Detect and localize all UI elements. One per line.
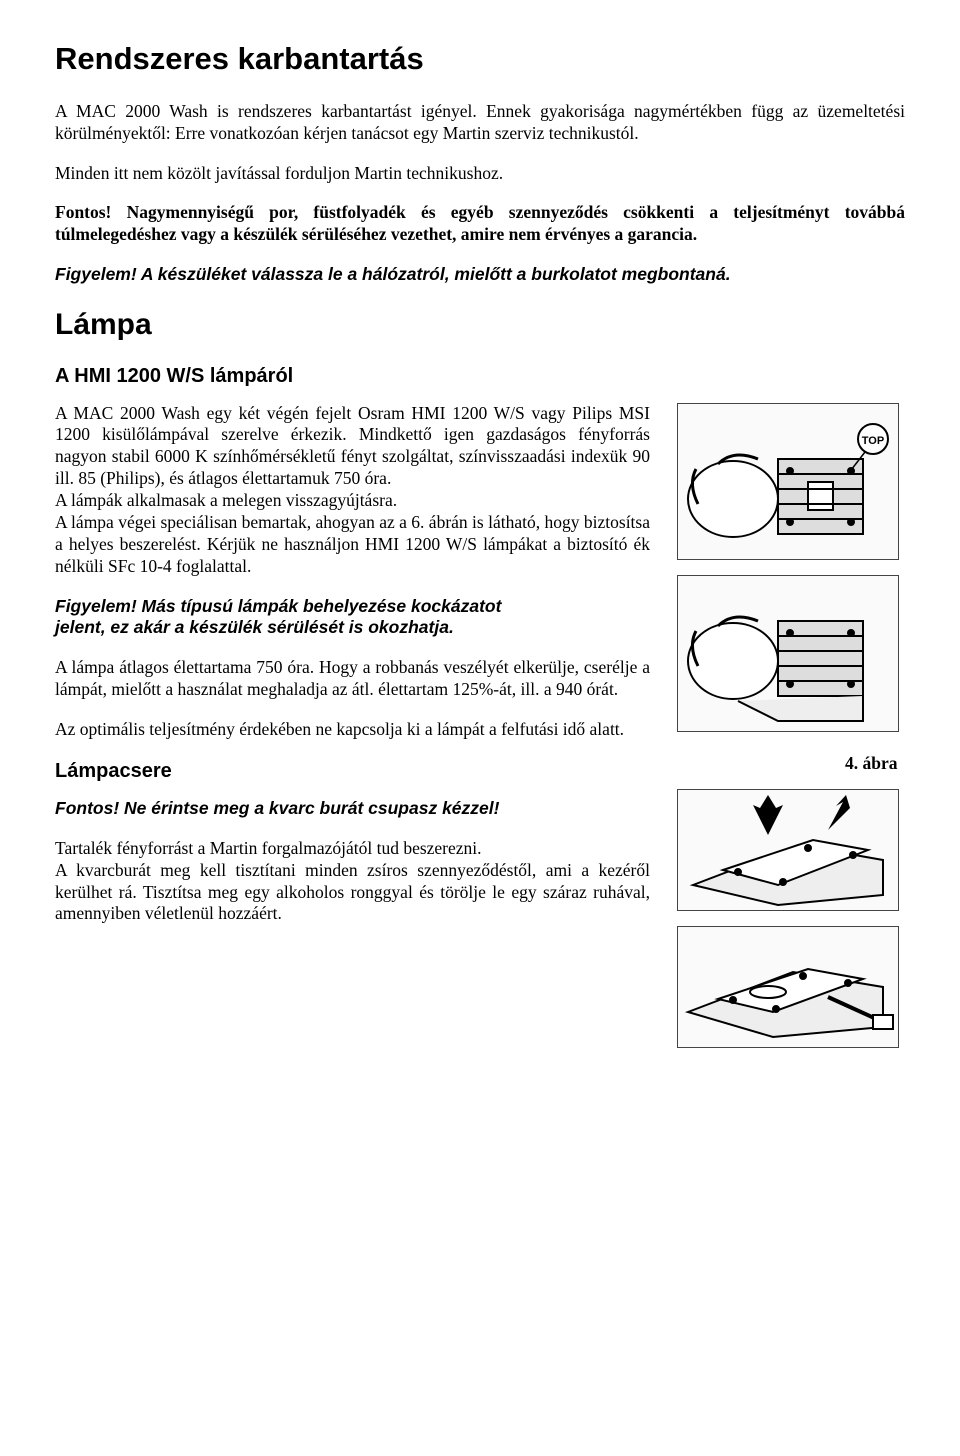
- paragraph-figyelem-1: Figyelem! A készüléket válassza le a hál…: [55, 264, 905, 286]
- two-column-section: A MAC 2000 Wash egy két végén fejelt Osr…: [55, 403, 905, 1049]
- image-column: TOP: [670, 403, 905, 1049]
- figure-lamp-side-icon: [677, 575, 899, 732]
- paragraph-lamp-2: A lámpák alkalmasak a melegen visszagyúj…: [55, 490, 650, 512]
- paragraph-lamp-1: A MAC 2000 Wash egy két végén fejelt Osr…: [55, 403, 650, 491]
- figure-caption-4: 4. ábra: [678, 753, 898, 775]
- paragraph-fontos: Fontos! Nagymennyiségű por, füstfolyadék…: [55, 202, 905, 246]
- paragraph-intro-1: A MAC 2000 Wash is rendszeres karbantart…: [55, 101, 905, 145]
- paragraph-clean: A kvarcburát meg kell tisztítani minden …: [55, 860, 650, 926]
- heading-lampa: Lámpa: [55, 306, 905, 344]
- paragraph-lifetime: A lámpa átlagos élettartama 750 óra. Hog…: [55, 657, 650, 701]
- text-column: A MAC 2000 Wash egy két végén fejelt Osr…: [55, 403, 650, 1049]
- paragraph-intro-2: Minden itt nem közölt javítással fordulj…: [55, 163, 905, 185]
- svg-text:TOP: TOP: [861, 435, 883, 447]
- figure-panel-insert-icon: [677, 926, 899, 1048]
- paragraph-optimal: Az optimális teljesítmény érdekében ne k…: [55, 719, 650, 741]
- heading-lampacsere: Lámpacsere: [55, 759, 650, 784]
- figure-lamp-top-icon: TOP: [677, 403, 899, 560]
- heading-hmi: A HMI 1200 W/S lámpáról: [55, 364, 905, 389]
- paragraph-spare: Tartalék fényforrást a Martin forgalmazó…: [55, 838, 650, 860]
- paragraph-lamp-3: A lámpa végei speciálisan bemartak, ahog…: [55, 512, 650, 578]
- paragraph-fontos-2: Fontos! Ne érintse meg a kvarc burát csu…: [55, 798, 650, 820]
- figyelem-line-1: Figyelem! Más típusú lámpák behelyezése …: [55, 596, 501, 616]
- paragraph-figyelem-2: Figyelem! Más típusú lámpák behelyezése …: [55, 596, 650, 640]
- figure-panel-arrows-icon: [677, 789, 899, 911]
- page-title: Rendszeres karbantartás: [55, 40, 905, 79]
- figyelem-line-2: jelent, ez akár a készülék sérülését is …: [55, 617, 454, 637]
